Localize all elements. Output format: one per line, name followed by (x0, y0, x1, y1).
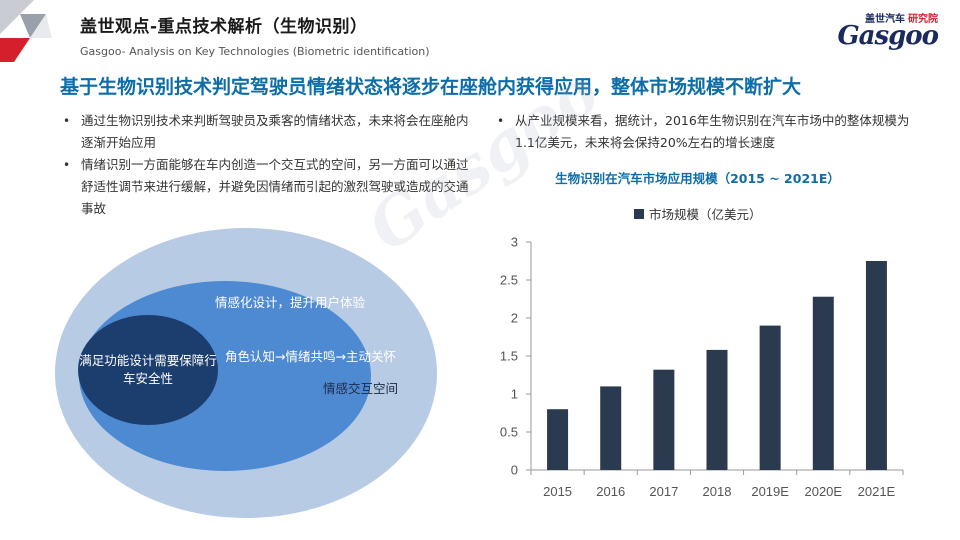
x-tick-label: 2021E (858, 484, 896, 499)
bullet-text: 情绪识别一方面能够在车内创造一个交互式的空间，另一方面可以通过舒适性调节来进行缓… (81, 157, 469, 216)
legend-label: 市场规模（亿美元） (649, 207, 762, 222)
y-tick-label: 2 (511, 311, 518, 326)
bullet-item: • 通过生物识别技术来判断驾驶员及乘客的情绪状态，未来将会在座舱内逐渐开始应用 (63, 113, 469, 150)
x-tick-label: 2016 (596, 484, 625, 499)
x-tick-label: 2019E (751, 484, 789, 499)
page-title: 盖世观点-重点技术解析（生物识别） (80, 17, 368, 37)
right-bullet-list: • 从产业规模来看，据统计，2016年生物识别在汽车市场中的整体规模为1.1亿美元… (494, 110, 914, 154)
bar-2017 (653, 369, 675, 470)
bar-2015 (547, 409, 569, 470)
chart-legend: 市场规模（亿美元） (634, 204, 762, 223)
bar-2018 (706, 349, 728, 470)
y-tick-label: 1 (511, 387, 518, 402)
core-label: 满足功能设计需要保障行车安全性 (79, 353, 217, 386)
left-bullet-list: • 通过生物识别技术来判断驾驶员及乘客的情绪状态，未来将会在座舱内逐渐开始应用 •… (60, 110, 474, 220)
y-tick-label: 3 (511, 235, 518, 250)
bullet-text: 从产业规模来看，据统计，2016年生物识别在汽车市场中的整体规模为1.1亿美元，… (515, 113, 910, 150)
logo-brand-cn: 盖世汽车 (865, 14, 905, 25)
gasgoo-logo: 盖世汽车 研究院 Gasgoo (818, 10, 939, 51)
chart-title: 生物识别在汽车市场应用规模（2015 ~ 2021E） (555, 171, 840, 186)
x-tick-label: 2018 (703, 484, 732, 499)
bullet-text: 通过生物识别技术来判断驾驶员及乘客的情绪状态，未来将会在座舱内逐渐开始应用 (81, 113, 469, 150)
page-subtitle: Gasgoo- Analysis on Key Technologies (Bi… (80, 45, 430, 58)
y-tick-label: 0.5 (500, 425, 518, 440)
outer-label: 情感交互空间 (323, 381, 399, 396)
bar-2021E (865, 261, 887, 470)
x-tick-label: 2017 (649, 484, 678, 499)
bar-2019E (759, 325, 781, 470)
legend-swatch (634, 208, 644, 219)
y-tick-label: 0 (511, 463, 518, 478)
logo-brand-en: Gasgoo (837, 21, 939, 51)
emotion-layers-diagram: 情感化设计，提升用户体验 角色认知→情绪共鸣→主动关怀 情感交互空间 满足功能设… (55, 228, 440, 522)
x-tick-label: 2020E (804, 484, 842, 499)
logo-institute-cn: 研究院 (908, 14, 938, 25)
core-ellipse (78, 315, 218, 425)
y-tick-label: 1.5 (500, 349, 518, 364)
y-tick-label: 2.5 (500, 273, 518, 288)
middle-top-label: 情感化设计，提升用户体验 (215, 295, 366, 310)
corner-decoration (0, 0, 52, 62)
bullet-item: • 情绪识别一方面能够在车内创造一个交互式的空间，另一方面可以通过舒适性调节来进行… (63, 157, 469, 216)
bar-2020E (812, 296, 834, 470)
x-tick-label: 2015 (543, 484, 572, 499)
headline: 基于生物识别技术判定驾驶员情绪状态将逐步在座舱内获得应用，整体市场规模不断扩大 (60, 76, 802, 98)
bar-2016 (600, 386, 622, 470)
middle-mid-label: 角色认知→情绪共鸣→主动关怀 (225, 349, 396, 364)
bullet-item: • 从产业规模来看，据统计，2016年生物识别在汽车市场中的整体规模为1.1亿美元… (497, 113, 910, 150)
